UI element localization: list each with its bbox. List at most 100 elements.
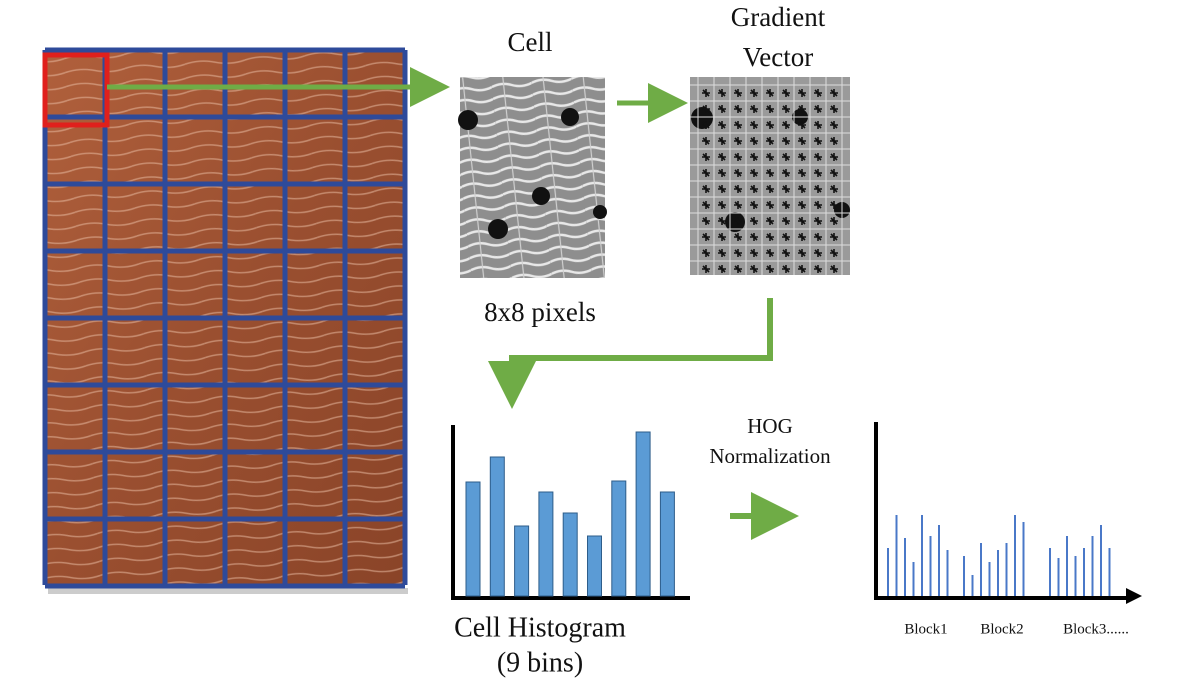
gradient-arrow (798, 153, 806, 161)
gradient-arrow (718, 185, 726, 193)
gradient-arrow (798, 185, 806, 193)
gradient-arrow (798, 249, 806, 257)
gradient-arrow (830, 185, 838, 193)
histogram-bar (514, 525, 530, 597)
gradient-arrow (750, 185, 758, 193)
gradient-arrow (830, 217, 838, 225)
histogram-bar (538, 491, 554, 597)
arrow (488, 298, 773, 409)
gradient-arrow (702, 185, 710, 193)
gradient-arrow (766, 185, 774, 193)
gradient-arrow (782, 137, 790, 145)
gradient-arrow (750, 153, 758, 161)
gradient-arrow (830, 105, 838, 113)
gradient-arrow (830, 89, 838, 97)
gradient-arrow (782, 153, 790, 161)
gradient-image (690, 77, 850, 275)
gradient-arrow (814, 185, 822, 193)
wood-image (42, 47, 408, 594)
gradient-arrow (766, 89, 774, 97)
gradient-arrow (734, 233, 742, 241)
histogram-bar (587, 535, 602, 597)
histogram-bar (465, 481, 481, 597)
cell-histogram (451, 425, 690, 600)
gradient-arrow (718, 265, 726, 273)
histogram-bar (635, 431, 651, 597)
histogram-bar (562, 512, 578, 597)
gradient-arrow (798, 89, 806, 97)
gradient-arrow (702, 217, 710, 225)
gradient-arrow (734, 105, 742, 113)
gradient-arrow (814, 169, 822, 177)
gradient-arrow (814, 233, 822, 241)
cell-caption: 8x8 pixels (484, 297, 596, 327)
gradient-arrow (702, 153, 710, 161)
block-label: Block3...... (1063, 621, 1129, 637)
gradient-title: Gradient (731, 2, 826, 32)
gradient-arrow (734, 121, 742, 129)
gradient-arrow (798, 105, 806, 113)
gradient-arrow (798, 137, 806, 145)
gradient-arrow (830, 153, 838, 161)
histogram-title: Cell Histogram (454, 612, 626, 643)
gradient-arrow (798, 217, 806, 225)
gradient-arrow (718, 233, 726, 241)
hog-descriptor (874, 422, 1142, 604)
gradient-arrow (702, 249, 710, 257)
gradient-arrow (702, 265, 710, 273)
gradient-arrow (702, 89, 710, 97)
gradient-arrow (734, 185, 742, 193)
gradient-arrow (782, 233, 790, 241)
gradient-arrow (766, 217, 774, 225)
gradient-arrow (718, 121, 726, 129)
selected-cell (42, 52, 110, 128)
gradient-arrow (830, 121, 838, 129)
gradient-arrow (734, 201, 742, 209)
gradient-arrow (702, 201, 710, 209)
gradient-arrow (734, 153, 742, 161)
gradient-arrow (830, 201, 838, 209)
gradient-arrow (766, 249, 774, 257)
gradient-arrow (814, 137, 822, 145)
gradient-arrow (702, 137, 710, 145)
histogram-bar (611, 480, 627, 597)
cell-image (458, 77, 607, 278)
gradient-arrow (718, 137, 726, 145)
cell-title: Cell (508, 27, 553, 57)
gradient-arrow (814, 153, 822, 161)
gradient-arrow (750, 121, 758, 129)
gradient-arrow (782, 89, 790, 97)
gradient-arrow (750, 105, 758, 113)
gradient-arrow (750, 169, 758, 177)
gradient-arrow (782, 265, 790, 273)
gradient-arrow (718, 217, 726, 225)
gradient-arrow (718, 249, 726, 257)
gradient-arrow (766, 201, 774, 209)
gradient-arrow (830, 249, 838, 257)
gradient-arrow (814, 121, 822, 129)
gradient-arrow (750, 137, 758, 145)
gradient-arrow (718, 169, 726, 177)
normalization-label: HOG (747, 414, 793, 438)
gradient-arrow (814, 217, 822, 225)
gradient-arrow (702, 105, 710, 113)
histogram-bar (659, 491, 675, 597)
gradient-arrow (782, 217, 790, 225)
gradient-arrow (750, 89, 758, 97)
gradient-arrow (766, 153, 774, 161)
gradient-arrow (718, 89, 726, 97)
gradient-arrow (798, 121, 806, 129)
gradient-arrow (782, 105, 790, 113)
gradient-arrow (766, 137, 774, 145)
gradient-arrow (830, 233, 838, 241)
gradient-arrow (830, 169, 838, 177)
gradient-arrow (782, 185, 790, 193)
gradient-arrow (734, 137, 742, 145)
gradient-arrow (702, 169, 710, 177)
gradient-arrow (830, 265, 838, 273)
normalization-label: Normalization (709, 444, 831, 468)
gradient-title: Vector (743, 42, 813, 72)
gradient-arrow (782, 169, 790, 177)
gradient-arrow (718, 153, 726, 161)
